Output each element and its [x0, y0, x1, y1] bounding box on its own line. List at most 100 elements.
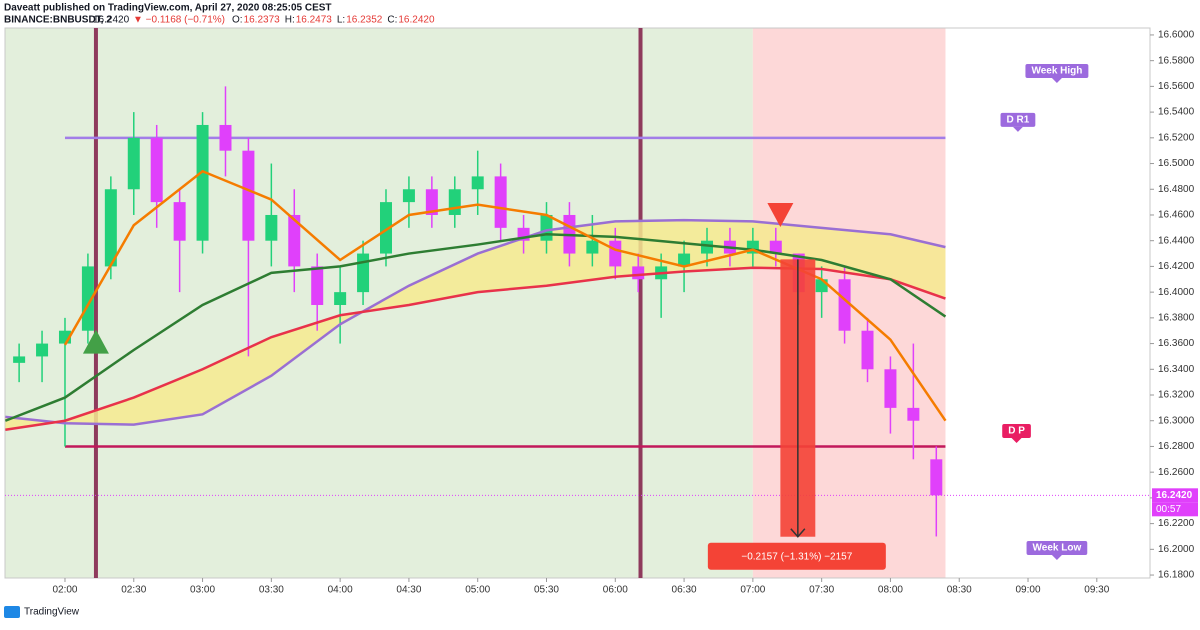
x-tick-label: 06:30 [672, 585, 697, 596]
candle-body [219, 124, 232, 151]
signal-marker [82, 329, 109, 354]
x-tick-label: 07:00 [740, 585, 765, 596]
x-tick-label: 03:30 [259, 585, 284, 596]
y-tick-label: 16.2200 [1158, 518, 1195, 529]
candle-body [242, 150, 255, 241]
last-price: 16.2420 [93, 15, 130, 26]
symbol: BINANCE:BNBUSDT, 2 [4, 15, 112, 26]
price-badge-label: 16.2420 [1156, 490, 1193, 501]
x-tick-label: 07:30 [809, 585, 834, 596]
x-tick-label: 02:00 [52, 585, 77, 596]
y-tick-label: 16.3400 [1158, 364, 1195, 375]
annotation-label: Week Low [1033, 543, 1082, 554]
annotation-box [1026, 541, 1088, 556]
annotation-box [1025, 63, 1089, 78]
logo [4, 606, 20, 618]
ohlc-value: 16.2420 [398, 15, 435, 26]
y-tick-label: 16.2600 [1158, 467, 1195, 478]
x-tick-label: 09:30 [1084, 585, 1109, 596]
annotation-tip [1051, 77, 1062, 83]
y-tick-label: 16.6000 [1158, 30, 1195, 41]
x-tick-label: 05:00 [465, 585, 490, 596]
x-tick-label: 08:00 [878, 585, 903, 596]
candle-body [540, 214, 553, 241]
price-badge [1152, 488, 1198, 503]
x-tick-label: 03:00 [190, 585, 215, 596]
signal-marker [767, 202, 794, 227]
y-tick-label: 16.5600 [1158, 81, 1195, 92]
candle-body [861, 330, 874, 370]
candle-body [196, 124, 209, 241]
change: ▼ −0.1168 (−0.71%) [133, 15, 225, 26]
x-tick-label: 08:30 [947, 585, 972, 596]
x-tick-label: 02:30 [121, 585, 146, 596]
measure-label: −0.2157 (−1.31%) −2157 [741, 551, 852, 562]
annotation-tip [1051, 555, 1062, 561]
candle-body [609, 240, 622, 267]
candle-body [448, 189, 461, 215]
candle-body [884, 369, 897, 408]
y-tick-label: 16.4600 [1158, 210, 1195, 221]
candle-body [81, 266, 94, 331]
x-tick-label: 05:30 [534, 585, 559, 596]
candle-body [357, 253, 370, 293]
annotation-label: D R1 [1007, 114, 1030, 125]
candle-body [701, 240, 714, 254]
y-tick-label: 16.4400 [1158, 235, 1195, 246]
cloud-fill [5, 220, 946, 430]
annotation-label: D P [1008, 426, 1025, 437]
measure-arrowhead [790, 528, 806, 538]
candle-body [265, 214, 278, 241]
y-tick-label: 16.4000 [1158, 287, 1195, 298]
candle-body [127, 137, 140, 190]
indicator-line [4, 233, 947, 422]
timer-label: 00:57 [1156, 504, 1181, 515]
candle-body [104, 189, 117, 267]
candle-body [334, 292, 347, 305]
ohlc-key: C: [387, 15, 397, 26]
ohlc-key: H: [285, 15, 295, 26]
y-tick-label: 16.2000 [1158, 544, 1195, 555]
timer-badge [1152, 502, 1198, 517]
candle-body [150, 137, 163, 203]
candle-body [471, 176, 484, 190]
y-tick-label: 16.3600 [1158, 338, 1195, 349]
candle-body [402, 189, 415, 203]
y-tick-label: 16.1800 [1158, 570, 1195, 581]
candle-body [930, 459, 943, 496]
annotation-box [1000, 112, 1036, 127]
y-tick-label: 16.3200 [1158, 390, 1195, 401]
ohlc-key: O: [232, 15, 243, 26]
candle-body [907, 407, 920, 421]
annotation-box [1002, 424, 1031, 439]
y-tick-label: 16.4800 [1158, 184, 1195, 195]
ohlc-key: L: [337, 15, 345, 26]
frame [4, 27, 1151, 579]
candle-body [13, 356, 26, 363]
y-tick-label: 16.3800 [1158, 312, 1195, 323]
footer: TradingView [24, 607, 80, 618]
ohlc-value: 16.2473 [296, 15, 333, 26]
candle-body [311, 266, 324, 305]
candle-body [379, 202, 392, 254]
candle-body [838, 279, 851, 331]
annotation-tip [1011, 438, 1022, 444]
candle-body [36, 343, 49, 357]
y-tick-label: 16.5200 [1158, 132, 1195, 143]
candle-body [173, 202, 186, 241]
x-tick-label: 09:00 [1016, 585, 1041, 596]
y-tick-label: 16.4200 [1158, 261, 1195, 272]
candle-body [632, 266, 645, 280]
y-tick-label: 16.3000 [1158, 415, 1195, 426]
y-tick-label: 16.2800 [1158, 441, 1195, 452]
x-tick-label: 06:00 [603, 585, 628, 596]
plot-area: 16.180016.200016.220016.240016.260016.28… [4, 27, 1198, 596]
x-tick-label: 04:30 [396, 585, 421, 596]
measure-box [707, 542, 886, 570]
annotation-tip [1012, 126, 1023, 132]
candle-body [769, 240, 782, 254]
ohlc-value: 16.2352 [346, 15, 383, 26]
candle-body [586, 240, 599, 254]
published: Daveatt published on TradingView.com, Ap… [4, 3, 332, 14]
